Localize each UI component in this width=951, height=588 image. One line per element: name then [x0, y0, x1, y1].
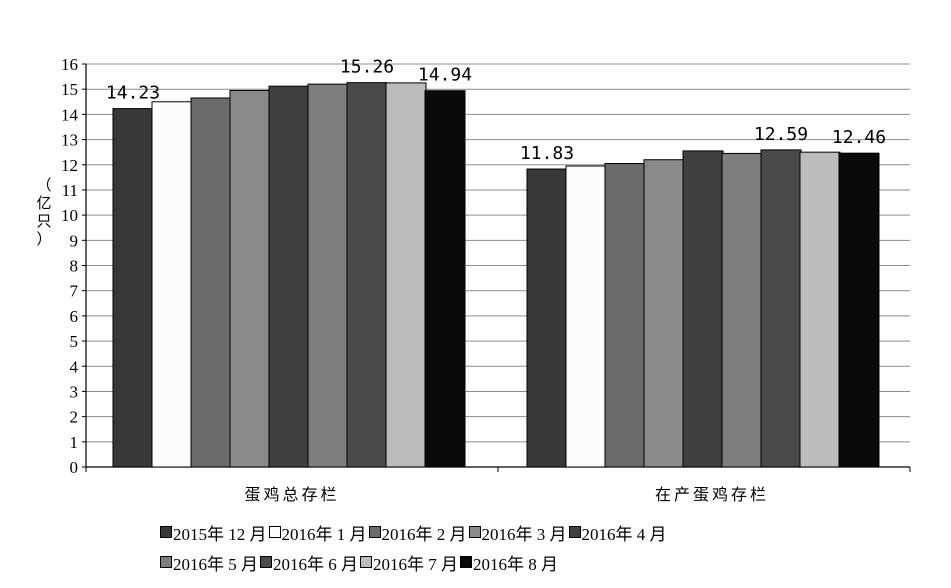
y-axis-label: （亿只）: [36, 176, 51, 248]
bars: [112, 82, 880, 468]
y-tick-label: 2: [70, 408, 79, 427]
bar: [565, 165, 607, 468]
y-tick-label: 14: [61, 105, 79, 124]
bar: [385, 82, 427, 468]
legend-swatch: [568, 526, 581, 538]
y-tick-label: 4: [70, 357, 79, 376]
legend-label: 2016年 3 月: [481, 524, 567, 544]
legend-label: 2016年 8 月: [473, 554, 558, 574]
data-label: 12.46: [832, 127, 886, 148]
y-tick-label: 6: [70, 307, 79, 326]
legend-label: 2016年 2 月: [381, 524, 467, 544]
bar: [307, 83, 349, 468]
bar: [526, 168, 568, 468]
legend-item: 2016年 1 月: [268, 520, 367, 545]
y-tick-label: 10: [61, 206, 78, 225]
legend-swatch: [268, 526, 281, 538]
legend-swatch: [460, 556, 472, 568]
bar: [346, 82, 388, 468]
y-tick-label: 1: [70, 433, 79, 452]
bar: [760, 149, 802, 468]
legend-item: 2015年 12 月: [160, 520, 267, 545]
legend-item: 2016年 6 月: [260, 550, 358, 575]
legend-item: 2016年 3 月: [468, 520, 567, 545]
y-tick-label: 0: [70, 458, 79, 477]
data-label: 15.26: [340, 57, 394, 78]
data-label: 14.23: [106, 83, 160, 104]
legend-label: 2015年 12 月: [173, 524, 267, 544]
legend-swatch: [360, 556, 372, 568]
y-tick-label: 13: [61, 131, 78, 150]
bar: [643, 159, 685, 468]
legend-label: 2016年 4 月: [581, 524, 667, 544]
bar: [799, 151, 841, 468]
bar: [682, 150, 724, 468]
legend-label: 2016年 1 月: [281, 524, 367, 544]
y-tick-label: 5: [70, 332, 79, 351]
legend-swatch: [160, 556, 172, 568]
legend-row: 2015年 12 月 2016年 1 月 2016年 2 月 2016年 3 月 201…: [160, 517, 860, 547]
data-labels: 14.23 15.26 14.94 11.83 12.59 12.46: [106, 57, 886, 164]
data-label: 12.59: [754, 124, 808, 145]
y-tick-label: 11: [62, 181, 78, 200]
y-tick-label: 3: [70, 382, 79, 401]
y-tick-label: 12: [61, 156, 78, 175]
legend-swatch: [368, 526, 381, 538]
bar: [838, 152, 880, 468]
legend-item: 2016年 5 月: [160, 550, 258, 575]
bar: [721, 152, 763, 468]
legend-label: 2016年 5 月: [173, 554, 258, 574]
bar: [190, 97, 232, 468]
bar: [112, 108, 154, 468]
x-category-label: 在产蛋鸡存栏: [655, 485, 769, 504]
legend-swatch: [260, 556, 272, 568]
y-tick-label: 16: [61, 55, 78, 74]
legend: 2015年 12 月 2016年 1 月 2016年 2 月 2016年 3 月 201…: [160, 517, 860, 577]
bar: [424, 90, 466, 468]
legend-item: 2016年 2 月: [368, 520, 467, 545]
y-tick-label: 7: [70, 282, 79, 301]
legend-row: 2016年 5 月 2016年 6 月 2016年 7 月 2016年 8 月: [160, 547, 860, 577]
bar: [151, 101, 193, 468]
legend-label: 2016年 6 月: [273, 554, 358, 574]
bar: [229, 89, 271, 468]
data-label: 11.83: [520, 143, 574, 164]
y-tick-label: 8: [70, 257, 79, 276]
bar: [268, 85, 310, 468]
x-category-label: 蛋鸡总存栏: [244, 485, 339, 504]
bar: [604, 162, 646, 468]
y-tick-label: 9: [70, 231, 79, 250]
legend-item: 2016年 8 月: [460, 550, 558, 575]
category-labels: 蛋鸡总存栏 在产蛋鸡存栏: [244, 485, 769, 504]
y-tick-label: 15: [61, 80, 78, 99]
legend-item: 2016年 7 月: [360, 550, 458, 575]
legend-item: 2016年 4 月: [568, 520, 667, 545]
legend-label: 2016年 7 月: [373, 554, 458, 574]
legend-swatch: [468, 526, 481, 538]
legend-swatch: [160, 526, 172, 538]
data-label: 14.94: [418, 65, 472, 86]
